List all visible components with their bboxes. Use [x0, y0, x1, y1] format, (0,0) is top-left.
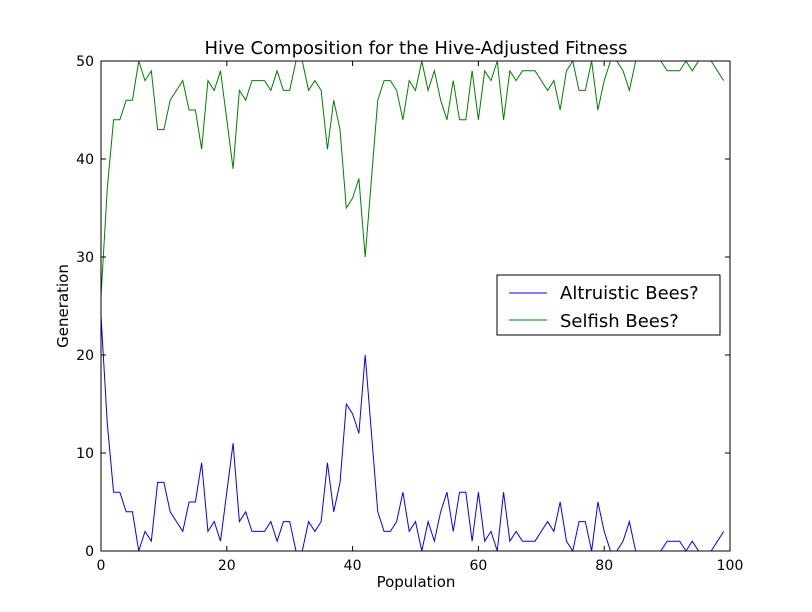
y-tick-label-20: 20	[76, 348, 94, 364]
x-tick-label-100: 100	[717, 558, 744, 574]
x-tick-label-0: 0	[97, 558, 106, 574]
series-layer	[100, 59, 725, 553]
y-axis-label: Generation	[54, 264, 72, 348]
y-tick-label-40: 40	[76, 152, 94, 168]
y-tick-label-0: 0	[85, 544, 94, 560]
y-tick-label-50: 50	[76, 54, 94, 70]
legend-label-selfish: Selfish Bees?	[560, 311, 679, 332]
chart-title: Hive Composition for the Hive-Adjusted F…	[204, 38, 627, 59]
x-tick-label-40: 40	[344, 558, 362, 574]
series-line-selfish-bees	[100, 59, 725, 297]
series-line-altruistic-bees	[100, 315, 725, 553]
x-tick-label-60: 60	[469, 558, 487, 574]
legend-frame	[496, 274, 721, 336]
x-tick-label-20: 20	[218, 558, 236, 574]
y-tick-label-10: 10	[76, 446, 94, 462]
legend-label-altruistic: Altruistic Bees?	[560, 283, 699, 304]
legend: Altruistic Bees? Selfish Bees?	[496, 274, 721, 336]
tick-labels: 0 20 40 60 80 100 0 10 20 30 40 50	[76, 54, 743, 574]
plot-frame	[100, 60, 731, 552]
y-tick-label-30: 30	[76, 250, 94, 266]
x-axis-label: Population	[377, 573, 456, 591]
x-tick-label-80: 80	[595, 558, 613, 574]
